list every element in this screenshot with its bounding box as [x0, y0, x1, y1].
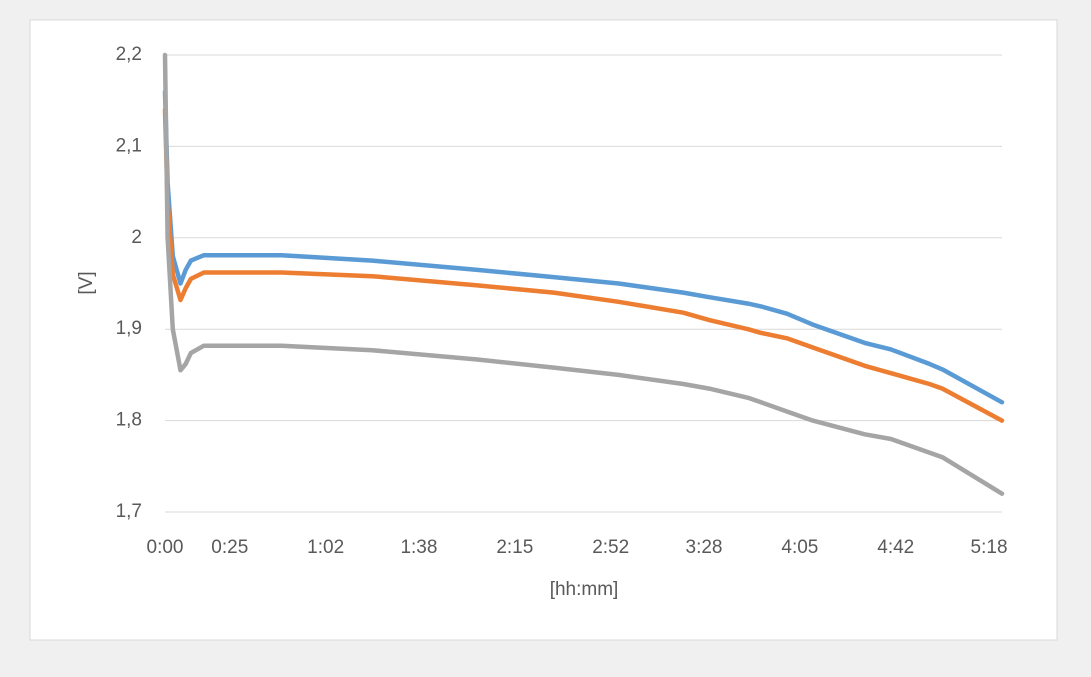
line-series: [162, 89, 1005, 405]
y-tick-label: 2,1: [116, 135, 142, 156]
x-tick-label: 1:38: [400, 537, 437, 558]
y-tick-label: 2: [131, 227, 142, 248]
y-tick-label: 1,7: [116, 501, 142, 522]
chart-frame: [29, 19, 1058, 641]
line-series: [162, 107, 1005, 423]
x-tick-label: 3:28: [686, 537, 723, 558]
x-tick-label: 5:18: [971, 537, 1008, 558]
x-axis-label: [hh:mm]: [550, 579, 619, 600]
y-tick-label: 2,2: [116, 44, 142, 65]
y-tick-label: 1,8: [116, 410, 142, 431]
x-tick-label: 0:25: [211, 537, 248, 558]
x-tick-label: 4:42: [877, 537, 914, 558]
x-tick-label: 2:52: [592, 537, 629, 558]
y-axis-label: [V]: [76, 271, 97, 294]
x-tick-label: 0:00: [147, 537, 184, 558]
x-tick-label: 1:02: [307, 537, 344, 558]
y-tick-label: 1,9: [116, 318, 142, 339]
x-tick-label: 2:15: [496, 537, 533, 558]
line-series: [162, 52, 1005, 496]
x-tick-label: 4:05: [781, 537, 818, 558]
